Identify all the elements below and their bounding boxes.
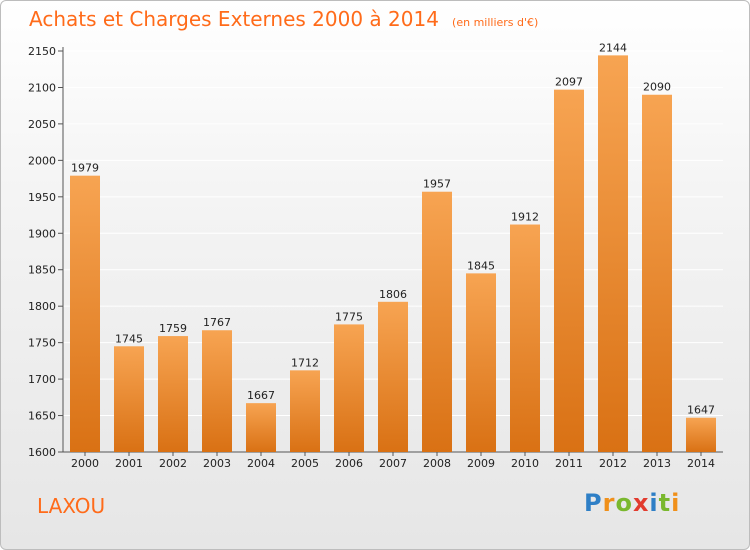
bar-2012 [598,55,628,453]
logo-letter: x [632,489,650,517]
bar-2011 [554,89,584,452]
y-tick-label: 2100 [28,81,56,94]
x-tick-label-2008: 2008 [423,457,451,470]
bar-2010 [510,224,540,452]
bar-2001 [114,346,144,452]
value-label-2006: 1775 [335,310,363,323]
labels: 1600 1650 1700 1750 1800 1850 1900 1950 2000 2050… [28,41,715,470]
x-tick-label-2003: 2003 [203,457,231,470]
y-tick-label: 1800 [28,300,56,313]
y-tick-label: 1750 [28,337,56,350]
chart-title: Achats et Charges Externes 2000 à 2014 (… [29,7,538,31]
chart-unit-label: (en milliers d'€) [452,16,539,29]
y-tick-label: 1850 [28,264,56,277]
x-tick-label-2002: 2002 [159,457,187,470]
x-tick-label-2013: 2013 [643,457,671,470]
bar-2008 [422,191,452,452]
logo-letter: o [615,489,633,517]
x-tick-label-2014: 2014 [687,457,715,470]
x-tick-label-2004: 2004 [247,457,275,470]
value-label-2001: 1745 [115,332,143,345]
value-label-2014: 1647 [687,404,715,417]
bar-2014 [686,417,716,452]
value-label-2010: 1912 [511,211,539,224]
value-label-2013: 2090 [643,81,671,94]
logo-letter: i [671,489,681,517]
value-label-2003: 1767 [203,316,231,329]
y-tick-label: 1950 [28,191,56,204]
bar-2013 [642,94,672,452]
x-tick-label-2006: 2006 [335,457,363,470]
value-label-2007: 1806 [379,288,407,301]
x-tick-label-2010: 2010 [511,457,539,470]
y-tick-label: 1650 [28,410,56,423]
bar-2005 [290,370,320,452]
bar-2000 [70,175,100,452]
bar-2002 [158,336,188,452]
proxiti-logo[interactable]: Proxiti [584,489,680,517]
y-tick-label: 1600 [28,446,56,459]
bar-2006 [334,324,364,452]
x-tick-label-2007: 2007 [379,457,407,470]
y-tick-label: 2050 [28,118,56,131]
y-tick-label: 1900 [28,227,56,240]
logo-letter: i [649,489,659,517]
value-label-2008: 1957 [423,178,451,191]
y-tick-label: 2150 [28,45,56,58]
x-tick-label-2012: 2012 [599,457,627,470]
bar-2009 [466,273,496,452]
value-label-2011: 2097 [555,76,583,89]
logo-letter: r [602,489,616,517]
value-label-2009: 1845 [467,259,495,272]
value-label-2004: 1667 [247,389,275,402]
bar-2007 [378,301,408,452]
bar-2003 [202,330,232,452]
bars [70,55,716,453]
bar-2004 [246,403,276,452]
x-tick-label-2009: 2009 [467,457,495,470]
value-label-2000: 1979 [71,162,99,175]
value-label-2002: 1759 [159,322,187,335]
logo-letter: P [584,489,603,517]
x-tick-label-2011: 2011 [555,457,583,470]
y-tick-label: 2000 [28,154,56,167]
logo-letter: t [658,489,672,517]
y-tick-label: 1700 [28,373,56,386]
value-label-2012: 2144 [599,41,627,54]
value-label-2005: 1712 [291,356,319,369]
x-tick-label-2005: 2005 [291,457,319,470]
city-name: LAXOU [37,494,106,518]
x-tick-label-2000: 2000 [71,457,99,470]
x-tick-label-2001: 2001 [115,457,143,470]
chart-title-text: Achats et Charges Externes 2000 à 2014 [29,7,439,31]
